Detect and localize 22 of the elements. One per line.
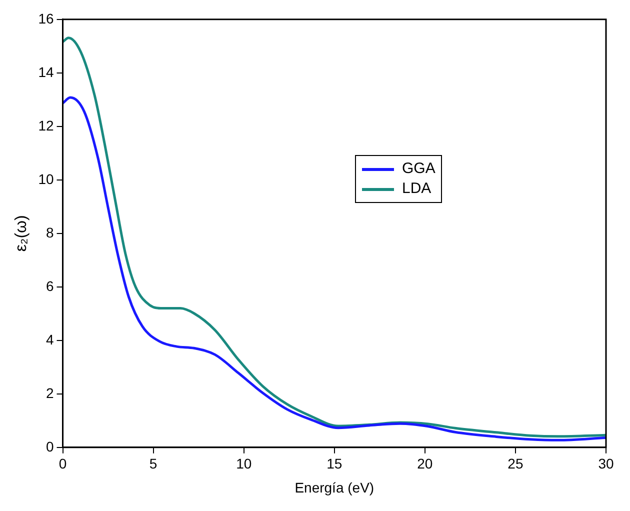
x-tick-label: 20	[417, 456, 433, 472]
y-tick-label: 0	[46, 438, 54, 454]
y-tick-label: 4	[46, 331, 54, 348]
y-tick-label: 16	[38, 10, 54, 26]
y-tick-label: 10	[38, 170, 54, 187]
x-tick-label: 25	[508, 456, 524, 472]
x-tick-label: 5	[149, 456, 158, 472]
legend-label: LDA	[402, 179, 432, 199]
y-axis-title: ε₂(ω)	[13, 215, 30, 252]
x-tick-label: 30	[598, 456, 614, 472]
x-tick-label: 15	[326, 456, 342, 472]
y-tick-label: 8	[46, 224, 54, 240]
x-tick-label: 0	[58, 456, 67, 472]
y-tick-label: 14	[38, 64, 54, 80]
x-axis-title: Energía (eV)	[294, 479, 374, 496]
y-tick-label: 6	[46, 278, 54, 294]
line-series	[62, 96, 606, 442]
line-series	[62, 36, 606, 438]
x-tick-label: 10	[236, 456, 252, 472]
y-tick-label: 2	[46, 384, 54, 401]
legend-label: GGA	[402, 159, 436, 179]
y-tick-label: 12	[38, 117, 54, 134]
